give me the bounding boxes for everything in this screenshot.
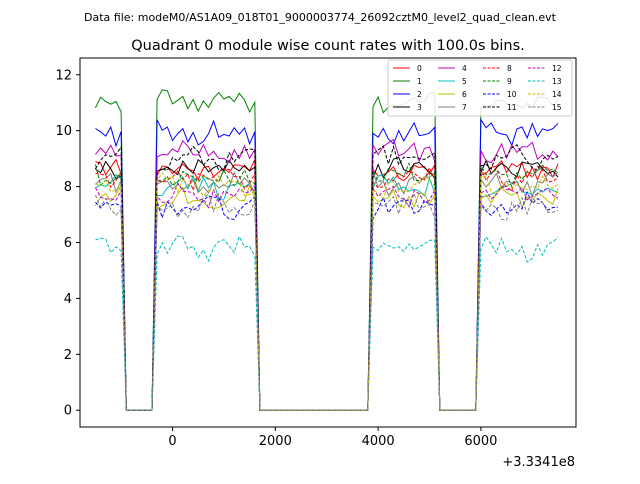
x-tick-label: 6000: [464, 434, 497, 449]
y-axis: 0 2 4 6 8 10 12: [55, 68, 80, 419]
x-tick-label: 2000: [259, 434, 292, 449]
legend-label-15: 15: [552, 103, 562, 112]
x-tick-label: 0: [168, 434, 176, 449]
y-tick-label: 2: [64, 348, 72, 363]
legend-label-7: 7: [462, 103, 467, 112]
legend-label-6: 6: [462, 90, 467, 99]
y-tick-label: 10: [55, 124, 72, 139]
legend-label-2: 2: [417, 90, 422, 99]
legend-label-11: 11: [507, 103, 517, 112]
legend-box: [387, 59, 573, 117]
suptitle: Data file: modeM0/AS1A09_018T01_90000037…: [84, 11, 557, 24]
x-tick-label: 4000: [362, 434, 395, 449]
legend-label-0: 0: [417, 64, 422, 73]
chart-title: Quadrant 0 module wise count rates with …: [131, 38, 525, 54]
x-axis: 0 2000 4000 6000: [168, 427, 497, 449]
y-tick-label: 4: [64, 292, 72, 307]
legend-label-1: 1: [417, 77, 422, 86]
series-line-13: [95, 235, 559, 411]
legend-label-12: 12: [552, 64, 562, 73]
x-offset-label: +3.3341e8: [502, 455, 575, 470]
legend-label-5: 5: [462, 77, 467, 86]
legend-label-3: 3: [417, 103, 422, 112]
legend-label-8: 8: [507, 64, 512, 73]
legend-label-14: 14: [552, 90, 562, 99]
series-line-11: [94, 144, 559, 411]
legend-label-10: 10: [507, 90, 517, 99]
legend-label-4: 4: [462, 64, 467, 73]
y-tick-label: 0: [64, 404, 72, 419]
plot-lines: [94, 89, 559, 411]
y-tick-label: 6: [64, 236, 72, 251]
y-tick-label: 12: [55, 68, 72, 83]
series-line-14: [95, 172, 559, 411]
legend-label-13: 13: [552, 77, 562, 86]
legend-label-9: 9: [507, 77, 512, 86]
y-tick-label: 8: [64, 180, 72, 195]
